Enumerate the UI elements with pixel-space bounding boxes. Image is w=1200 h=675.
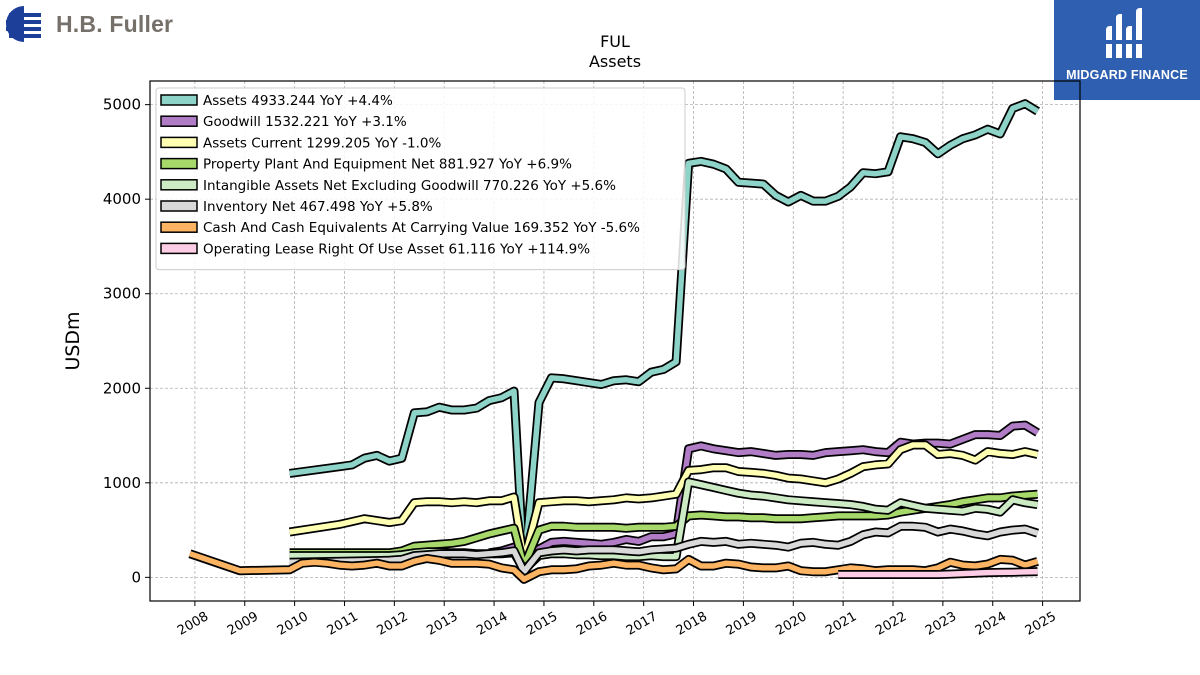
y-axis: 0 1000 2000 3000 4000 5000 <box>103 96 150 586</box>
legend-entry: Cash And Cash Equivalents At Carrying Va… <box>160 220 640 236</box>
legend-swatch <box>160 242 198 255</box>
legend-label: Intangible Assets Net Excluding Goodwill… <box>203 178 616 194</box>
x-axis: 2008 2009 2010 2011 2012 2013 2014 2015 2016 2017… <box>175 601 1059 639</box>
x-tick-label: 2014 <box>474 609 510 639</box>
series-goodwill <box>488 420 1040 573</box>
legend-label: Operating Lease Right Of Use Asset 61.11… <box>203 241 590 257</box>
x-tick-label: 2010 <box>275 609 311 639</box>
series-assets-current <box>288 440 1039 565</box>
x-tick-label: 2025 <box>1023 609 1059 639</box>
chart-title: FUL <box>600 32 630 51</box>
company-logo-icon <box>6 6 41 42</box>
series-inventory-net <box>289 521 1040 577</box>
plot-frame <box>149 80 1081 602</box>
x-tick-label: 2009 <box>225 609 261 639</box>
y-tick-label: 2000 <box>103 379 141 397</box>
series-line <box>289 523 1039 575</box>
legend-entry: Operating Lease Right Of Use Asset 61.11… <box>160 241 590 257</box>
x-tick-label: 2011 <box>325 609 361 639</box>
x-tick-label: 2020 <box>773 609 809 639</box>
legend-entry: Assets 4933.244 YoY +4.4% <box>160 93 393 109</box>
y-tick-label: 4000 <box>103 190 141 208</box>
x-tick-label: 2022 <box>873 609 909 639</box>
x-tick-label: 2013 <box>424 609 460 639</box>
x-tick-label: 2017 <box>624 609 660 639</box>
legend-box <box>155 87 686 271</box>
legend-label: Cash And Cash Equivalents At Carrying Va… <box>203 220 640 236</box>
y-tick-label: 5000 <box>103 96 141 114</box>
legend-swatch <box>160 157 198 170</box>
y-tick-label: 1000 <box>103 474 141 492</box>
x-tick-label: 2023 <box>923 609 959 639</box>
partner-logo-icon <box>1106 8 1142 58</box>
x-tick-label: 2019 <box>724 609 760 639</box>
legend-swatch <box>160 221 198 233</box>
legend-swatch <box>160 200 198 212</box>
y-tick-label: 0 <box>131 568 141 586</box>
legend-entry: Inventory Net 467.498 YoY +5.8% <box>160 199 433 215</box>
x-tick-label: 2008 <box>175 609 211 639</box>
y-tick-label: 3000 <box>103 285 141 303</box>
x-tick-label: 2024 <box>973 609 1009 639</box>
x-tick-label: 2016 <box>574 609 610 639</box>
legend-entry: Property Plant And Equipment Net 881.927… <box>160 157 572 173</box>
legend-swatch <box>160 136 198 149</box>
legend: Assets 4933.244 YoY +4.4% Goodwill 1532.2… <box>155 87 686 271</box>
legend-entry: Goodwill 1532.221 YoY +3.1% <box>160 114 407 130</box>
x-tick-label: 2012 <box>375 609 411 639</box>
legend-entry: Assets Current 1299.205 YoY -1.0% <box>160 135 442 151</box>
legend-label: Inventory Net 467.498 YoY +5.8% <box>203 199 433 215</box>
series-operating-lease-right-of-use-asset <box>838 567 1038 579</box>
legend-swatch <box>160 179 198 191</box>
company-logo: H.B. Fuller <box>4 4 173 44</box>
legend-label: Goodwill 1532.221 YoY +3.1% <box>203 114 407 130</box>
legend-swatch <box>160 94 198 106</box>
partner-name: MIDGARD FINANCE <box>1066 68 1188 82</box>
x-tick-label: 2018 <box>674 609 710 639</box>
series-line <box>289 442 1039 564</box>
chart-subtitle: Assets <box>589 52 641 71</box>
series-line <box>488 422 1040 571</box>
y-axis-label: USDm <box>62 311 84 370</box>
legend-label: Property Plant And Equipment Net 881.927… <box>203 157 572 173</box>
x-tick-label: 2021 <box>823 609 859 639</box>
partner-logo: MIDGARD FINANCE <box>1054 0 1200 100</box>
legend-swatch <box>160 115 198 127</box>
series-line <box>189 551 1039 583</box>
legend-label: Assets 4933.244 YoY +4.4% <box>203 93 393 109</box>
series-line <box>838 568 1038 578</box>
series-cash-and-cash-equivalents-at-carrying-value <box>188 549 1039 584</box>
series-layer <box>188 99 1040 584</box>
company-name: H.B. Fuller <box>56 10 174 37</box>
x-tick-label: 2015 <box>524 609 560 639</box>
legend-entry: Intangible Assets Net Excluding Goodwill… <box>160 178 616 194</box>
legend-label: Assets Current 1299.205 YoY -1.0% <box>203 135 442 151</box>
